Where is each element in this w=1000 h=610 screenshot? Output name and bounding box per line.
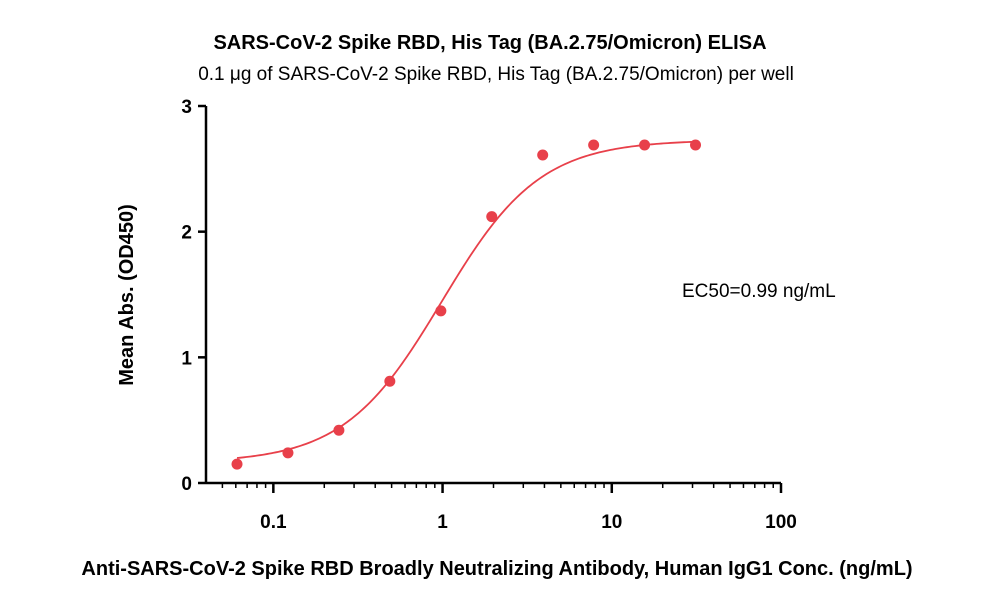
data-point xyxy=(282,447,294,459)
x-axis-label: Anti-SARS-CoV-2 Spike RBD Broadly Neutra… xyxy=(81,558,912,580)
y-tick-label: 0 xyxy=(181,474,192,495)
x-tick-label: 10 xyxy=(601,512,622,533)
data-point xyxy=(639,139,651,151)
x-tick-label: 1 xyxy=(437,512,448,533)
y-tick-label: 1 xyxy=(181,348,192,369)
y-tick-label: 3 xyxy=(181,97,192,118)
data-point xyxy=(537,149,549,161)
data-point xyxy=(231,458,243,470)
data-point xyxy=(486,211,498,223)
data-point xyxy=(588,139,600,151)
fit-curve xyxy=(236,140,696,459)
data-point xyxy=(690,139,702,151)
x-tick-label: 100 xyxy=(765,512,797,533)
data-point xyxy=(435,305,447,317)
y-tick-label: 2 xyxy=(181,223,192,244)
data-points xyxy=(231,139,702,470)
data-point xyxy=(333,424,345,436)
chart-title: SARS-CoV-2 Spike RBD, His Tag (BA.2.75/O… xyxy=(213,32,766,54)
chart-subtitle: 0.1 μg of SARS-CoV-2 Spike RBD, His Tag … xyxy=(198,64,794,85)
x-ticks: 0.1 1 10 100 xyxy=(221,483,797,533)
y-ticks: 0 1 2 3 xyxy=(181,97,206,495)
x-tick-label: 0.1 xyxy=(260,512,287,533)
ec50-annotation: EC50=0.99 ng/mL xyxy=(682,281,836,302)
y-axis-label: Mean Abs. (OD450) xyxy=(116,204,138,386)
data-point xyxy=(384,375,396,387)
